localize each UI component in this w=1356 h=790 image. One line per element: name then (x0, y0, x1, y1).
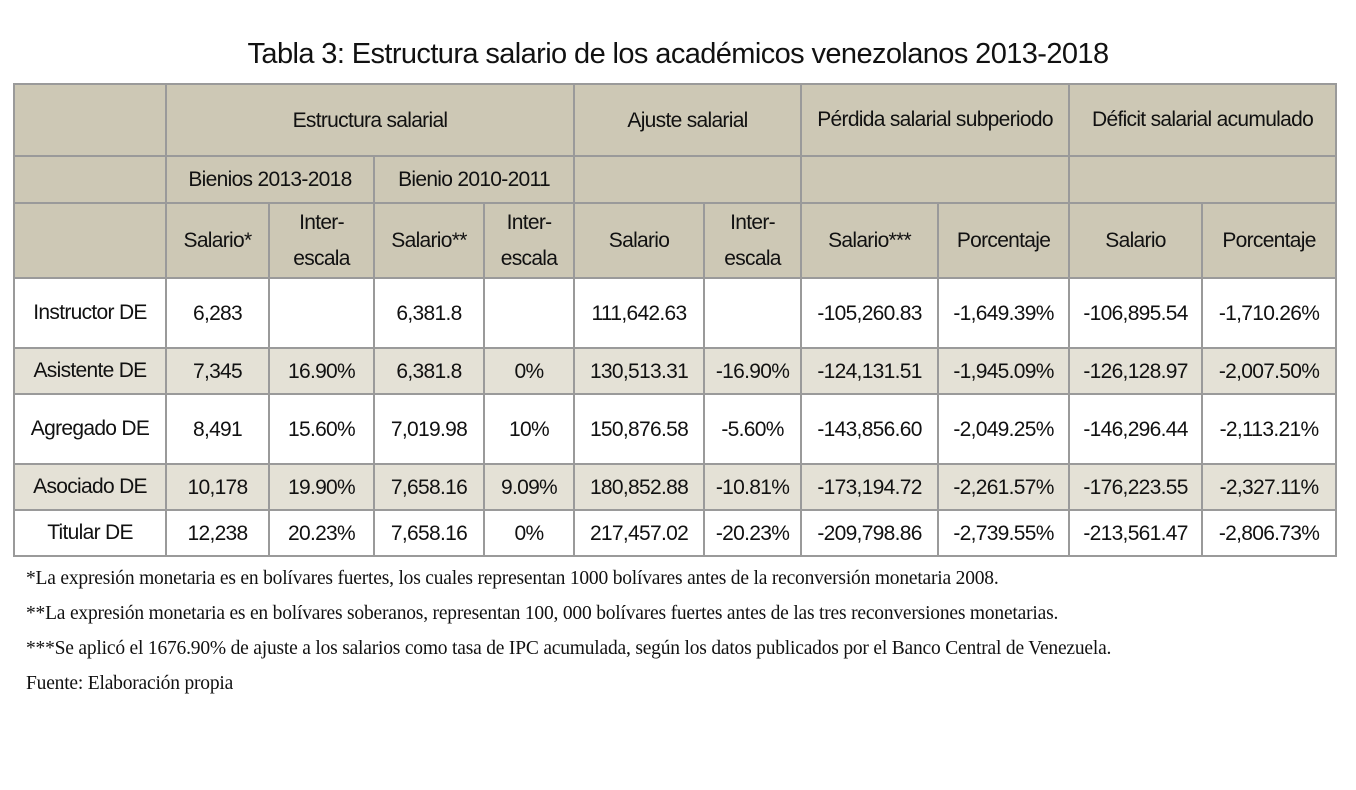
footnote: **La expresión monetaria es en bolívares… (26, 603, 1059, 624)
table-cell: 19.90% (268, 463, 375, 511)
column-header: Porcentaje (937, 202, 1071, 279)
group-header: Déficit salarial acumulado (1068, 83, 1338, 157)
column-header: Inter-escala (482, 202, 576, 279)
table-cell: -213,561.47 (1068, 509, 1204, 557)
table-cell: -1,649.39% (937, 277, 1071, 349)
table-cell: 217,457.02 (573, 509, 706, 557)
table-cell: 111,642.63 (573, 277, 706, 349)
table-cell: -10.81% (703, 463, 803, 511)
subgroup-header: Bienio 2010-2011 (372, 155, 576, 204)
column-header: Porcentaje (1201, 202, 1338, 279)
source-note: Fuente: Elaboración propia (26, 673, 234, 694)
table-cell: -124,131.51 (800, 347, 940, 395)
table-cell: -209,798.86 (800, 509, 940, 557)
row-label: Instructor DE (13, 277, 167, 349)
table-cell: 180,852.88 (573, 463, 706, 511)
subgroup-header: Bienios 2013-2018 (165, 155, 375, 204)
table-cell: 10,178 (165, 463, 270, 511)
table-cell: 7,019.98 (373, 393, 485, 465)
table-row: Asistente DE 7,345 16.90% 6,381.8 0% 130,513.… (13, 347, 1338, 395)
table-cell: -173,194.72 (800, 463, 940, 511)
table-cell: 0% (482, 347, 576, 395)
table-cell: -2,049.25% (937, 393, 1071, 465)
salary-table: Estructura salarial Ajuste salarial Pérd… (13, 83, 1338, 557)
column-header: Inter-escala (268, 202, 375, 279)
table-cell: -2,739.55% (937, 509, 1071, 557)
row-label: Asociado DE (13, 463, 167, 511)
table-cell: 6,381.8 (373, 347, 485, 395)
table-cell (482, 277, 576, 349)
footnote: *La expresión monetaria es en bolívares … (26, 568, 999, 589)
table-row: Agregado DE 8,491 15.60% 7,019.98 10% 150,876… (13, 393, 1338, 465)
table-cell: 6,283 (165, 277, 270, 349)
table-cell: -143,856.60 (800, 393, 940, 465)
table-cell: -2,806.73% (1201, 509, 1338, 557)
table-cell: -106,895.54 (1068, 277, 1204, 349)
table-cell: -2,327.11% (1201, 463, 1338, 511)
table-cell: -2,261.57% (937, 463, 1071, 511)
column-header: Salario** (373, 202, 485, 279)
table-cell: 9.09% (482, 463, 576, 511)
table-cell (268, 277, 375, 349)
table-cell: 16.90% (268, 347, 375, 395)
table-row: Titular DE 12,238 20.23% 7,658.16 0% 217,457.… (13, 509, 1338, 557)
header-row-subgroups: Bienios 2013-2018 Bienio 2010-2011 (13, 155, 1338, 204)
table-cell: -105,260.83 (800, 277, 940, 349)
group-header: Pérdida salarial subperiodo (800, 83, 1071, 157)
group-header: Estructura salarial (164, 83, 576, 157)
table-cell: 7,658.16 (373, 463, 485, 511)
column-header: Inter-escala (703, 202, 803, 279)
table-cell: -16.90% (703, 347, 803, 395)
table-cell: 12,238 (165, 509, 270, 557)
table-row: Instructor DE 6,283 6,381.8 111,642.63 -105,… (13, 277, 1338, 349)
table-cell: 130,513.31 (573, 347, 706, 395)
column-header: Salario* (165, 202, 270, 279)
row-label: Agregado DE (13, 393, 167, 465)
table-cell: -146,296.44 (1068, 393, 1204, 465)
table-cell: -1,710.26% (1201, 277, 1338, 349)
table-cell: 150,876.58 (573, 393, 706, 465)
column-header: Salario (1068, 202, 1204, 279)
column-header: Salario*** (800, 202, 940, 279)
table-cell: 0% (482, 509, 576, 557)
table-row: Asociado DE 10,178 19.90% 7,658.16 9.09% 180,… (13, 463, 1338, 511)
table-cell: -176,223.55 (1068, 463, 1204, 511)
table-cell: 15.60% (268, 393, 375, 465)
column-header: Salario (573, 202, 706, 279)
row-label: Asistente DE (13, 347, 167, 395)
table-cell: -126,128.97 (1068, 347, 1204, 395)
table-cell: 10% (482, 393, 576, 465)
footnote: ***Se aplicó el 1676.90% de ajuste a los… (26, 638, 1112, 659)
table-cell: -1,945.09% (937, 347, 1071, 395)
corner-cell (13, 83, 167, 157)
table-cell: 6,381.8 (373, 277, 485, 349)
group-header: Ajuste salarial (573, 83, 803, 157)
table-cell: 8,491 (165, 393, 270, 465)
table-cell: -20.23% (703, 509, 803, 557)
table-cell: 20.23% (268, 509, 375, 557)
header-row-groups: Estructura salarial Ajuste salarial Pérd… (13, 83, 1338, 157)
row-label: Titular DE (13, 509, 167, 557)
table-cell: -5.60% (703, 393, 803, 465)
table-cell (703, 277, 803, 349)
table-cell: 7,658.16 (373, 509, 485, 557)
table-title: Tabla 3: Estructura salario de los acadé… (247, 38, 1110, 70)
footnotes: *La expresión monetaria es en bolívares … (26, 565, 1336, 705)
table-cell: -2,007.50% (1201, 347, 1338, 395)
table-cell: -2,113.21% (1201, 393, 1338, 465)
header-row-columns: Salario* Inter-escala Salario** Inter-escal… (13, 202, 1338, 279)
table-cell: 7,345 (165, 347, 270, 395)
